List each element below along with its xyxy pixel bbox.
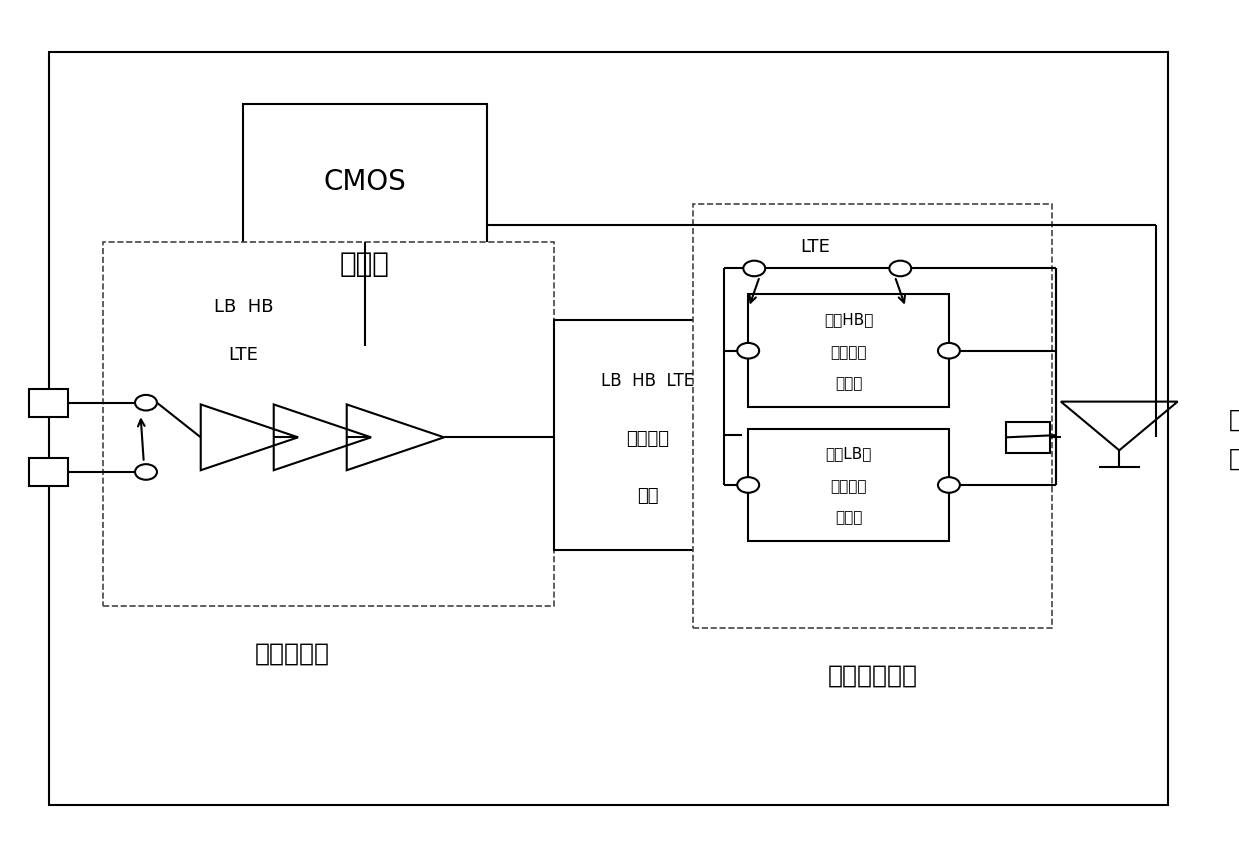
Text: 抑制HB二: 抑制HB二 [824, 312, 873, 327]
Text: CMOS: CMOS [323, 168, 406, 196]
Text: 输出匹配: 输出匹配 [627, 430, 669, 449]
Text: 天: 天 [1229, 408, 1239, 432]
Circle shape [938, 477, 960, 493]
Text: LTE: LTE [228, 346, 258, 364]
Circle shape [938, 343, 960, 359]
Text: 抑制LB二: 抑制LB二 [825, 446, 872, 462]
Text: 配网络: 配网络 [835, 376, 862, 391]
Bar [748, 429, 949, 541]
Circle shape [135, 395, 157, 410]
Text: 阶谐波匹: 阶谐波匹 [830, 479, 867, 494]
Text: 射频开关裸片: 射频开关裸片 [828, 663, 918, 688]
Text: 控制器: 控制器 [339, 250, 390, 278]
Text: LB  HB  LTE: LB HB LTE [601, 372, 694, 391]
Text: 放大器裸片: 放大器裸片 [255, 642, 330, 666]
Text: 配网络: 配网络 [835, 510, 862, 526]
Bar [243, 104, 487, 346]
Bar [103, 242, 554, 606]
Bar [30, 389, 68, 417]
Bar [30, 458, 68, 486]
Circle shape [743, 261, 766, 276]
Circle shape [135, 464, 157, 480]
Text: 网络: 网络 [637, 487, 659, 505]
Circle shape [737, 477, 760, 493]
Bar [554, 320, 742, 550]
Bar [748, 294, 949, 407]
Circle shape [890, 261, 911, 276]
Bar [694, 204, 1052, 628]
Text: 线: 线 [1229, 447, 1239, 471]
Text: LTE: LTE [800, 238, 830, 255]
Bar [48, 52, 1168, 805]
Text: LB  HB: LB HB [213, 299, 273, 316]
Bar [1006, 422, 1049, 453]
Text: 阶谐波匹: 阶谐波匹 [830, 345, 867, 360]
Circle shape [737, 343, 760, 359]
